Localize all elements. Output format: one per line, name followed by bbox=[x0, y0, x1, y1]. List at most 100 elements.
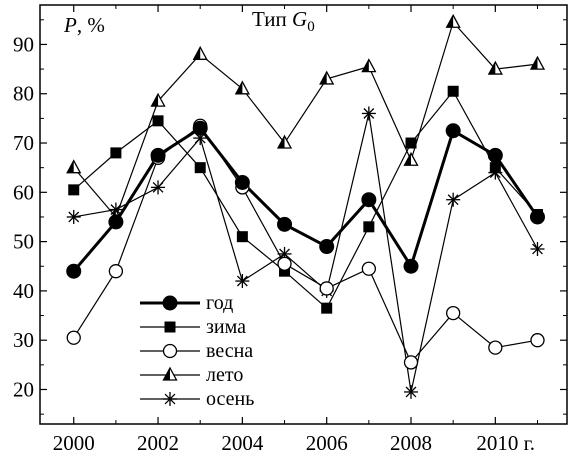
marker-stroke bbox=[164, 393, 176, 405]
y-tick-label: 20 bbox=[13, 377, 34, 401]
legend-marker-open-circle bbox=[162, 343, 178, 359]
marker-stroke bbox=[447, 194, 459, 206]
plot-border bbox=[39, 4, 568, 425]
data-point-asterisk bbox=[446, 192, 461, 207]
marker-fill bbox=[446, 15, 454, 28]
data-point-filled-circle bbox=[487, 147, 503, 163]
y-tick-label: 80 bbox=[13, 82, 34, 106]
series-lines bbox=[72, 21, 539, 393]
y-tick-label: 60 bbox=[13, 180, 34, 204]
series-line-filled-square bbox=[73, 90, 538, 310]
marker-stroke bbox=[152, 181, 164, 193]
marker-fill bbox=[278, 136, 285, 149]
data-point-half-triangle bbox=[319, 70, 335, 85]
data-point-half-triangle bbox=[66, 159, 82, 174]
data-point-filled-square bbox=[236, 231, 248, 243]
data-point-asterisk bbox=[530, 242, 545, 257]
data-point-filled-circle bbox=[319, 239, 335, 255]
legend-marker-half-triangle bbox=[162, 366, 178, 381]
y-tick-label: 50 bbox=[13, 230, 34, 254]
legend-label: осень bbox=[206, 388, 254, 410]
chart-title-subscript: 0 bbox=[307, 19, 315, 35]
data-point-half-triangle bbox=[445, 13, 461, 28]
marker-stroke bbox=[236, 275, 248, 287]
marker-fill bbox=[193, 47, 201, 60]
data-point-open-circle bbox=[66, 330, 81, 345]
data-point-half-triangle bbox=[192, 45, 208, 60]
legend-marker-filled-square bbox=[164, 321, 176, 333]
legend-item: осень bbox=[140, 388, 254, 410]
data-point-filled-circle bbox=[529, 209, 545, 225]
marker-stroke bbox=[405, 386, 417, 398]
data-point-half-triangle bbox=[403, 151, 419, 166]
data-point-filled-circle bbox=[277, 216, 293, 232]
data-point-half-triangle bbox=[529, 55, 546, 70]
data-point-filled-square bbox=[447, 85, 459, 97]
x-tick-label: 2006 bbox=[306, 431, 348, 455]
data-point-filled-circle bbox=[403, 258, 419, 274]
y-axis: 20 30 40 50 60 70 80 90 bbox=[13, 19, 567, 415]
marker-fill bbox=[362, 59, 369, 72]
marker-fill bbox=[404, 153, 412, 166]
y-tick-label: 30 bbox=[13, 328, 34, 352]
chart-title: Тип G0 bbox=[252, 7, 315, 35]
series-markers bbox=[66, 13, 546, 399]
data-point-open-circle bbox=[446, 305, 461, 321]
y-tick-label: 40 bbox=[13, 279, 34, 303]
marker-fill bbox=[151, 94, 159, 107]
data-point-half-triangle bbox=[361, 58, 377, 73]
marker-fill bbox=[320, 71, 327, 84]
marker-fill bbox=[67, 160, 74, 173]
x-tick-label: 2000 bbox=[53, 431, 95, 455]
legend-item: год bbox=[140, 292, 233, 314]
marker-stroke bbox=[68, 211, 80, 223]
marker-fill bbox=[163, 368, 170, 380]
data-point-filled-circle bbox=[66, 263, 82, 279]
legend-label: лето bbox=[206, 364, 243, 386]
data-point-filled-square bbox=[68, 184, 80, 196]
data-point-asterisk bbox=[66, 209, 81, 224]
data-point-open-circle bbox=[277, 256, 292, 271]
series-line-asterisk bbox=[73, 113, 539, 393]
x-tick-label: 2010 г. bbox=[476, 431, 535, 455]
marker-fill bbox=[488, 62, 496, 75]
x-axis: 2000 2002 2004 2006 2008 2010 г. bbox=[53, 5, 538, 455]
series-line-open-circle bbox=[73, 124, 538, 364]
y-axis-label-unit: , % bbox=[77, 13, 105, 37]
series-line-half-triangle bbox=[73, 21, 538, 219]
data-point-filled-circle bbox=[445, 123, 461, 139]
chart-title-prefix: Тип bbox=[252, 7, 292, 31]
y-tick-label: 90 bbox=[13, 32, 34, 56]
data-point-filled-square bbox=[110, 147, 122, 159]
data-point-filled-square bbox=[363, 221, 375, 233]
data-point-filled-circle bbox=[192, 120, 208, 136]
data-point-open-circle bbox=[319, 281, 334, 296]
data-point-filled-square bbox=[489, 162, 501, 174]
data-point-filled-square bbox=[279, 265, 291, 277]
data-point-filled-circle bbox=[234, 174, 250, 190]
data-point-filled-circle bbox=[108, 214, 124, 230]
plot-frame bbox=[39, 4, 568, 425]
series-line-filled-circle bbox=[72, 126, 539, 273]
y-axis-label: P, % bbox=[63, 13, 105, 37]
data-point-half-triangle bbox=[487, 60, 503, 75]
legend-marker-filled-circle bbox=[162, 295, 178, 311]
data-point-asterisk bbox=[235, 274, 250, 289]
x-tick-label: 2004 bbox=[221, 431, 264, 455]
data-point-filled-circle bbox=[361, 192, 377, 208]
legend-item: весна bbox=[140, 340, 253, 362]
data-point-filled-square bbox=[405, 137, 417, 149]
data-point-half-triangle bbox=[234, 80, 250, 95]
data-point-open-circle bbox=[403, 355, 419, 370]
data-point-half-triangle bbox=[276, 134, 293, 149]
legend-label: весна bbox=[206, 340, 253, 362]
legend-item: зима bbox=[140, 316, 246, 338]
marker-stroke bbox=[532, 243, 543, 255]
data-point-open-circle bbox=[530, 333, 545, 348]
chart-title-symbol: G bbox=[292, 7, 307, 31]
data-point-open-circle bbox=[361, 261, 376, 276]
marker-fill bbox=[235, 81, 243, 94]
data-point-filled-square bbox=[194, 162, 206, 174]
